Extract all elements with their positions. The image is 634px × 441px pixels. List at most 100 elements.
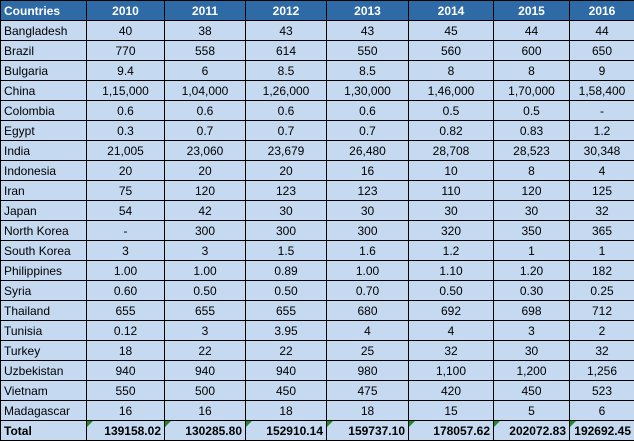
value-cell[interactable]: 18 [245,400,327,421]
value-cell[interactable]: 3 [164,240,246,261]
header-year[interactable]: 2012 [245,0,327,21]
value-cell[interactable]: 16 [164,400,246,421]
value-cell[interactable]: 123 [326,180,409,201]
country-cell[interactable]: China [0,80,87,101]
value-cell[interactable]: 0.50 [408,280,494,301]
value-cell[interactable]: 0.7 [164,120,246,141]
value-cell[interactable]: 0.83 [493,120,570,141]
country-cell[interactable]: Bangladesh [0,20,87,41]
value-cell[interactable]: 650 [569,40,634,61]
value-cell[interactable]: 1,15,000 [86,80,165,101]
value-cell[interactable]: 980 [326,360,409,381]
value-cell[interactable]: 40 [86,20,165,41]
value-cell[interactable]: 54 [86,200,165,221]
value-cell[interactable]: 123 [245,180,327,201]
value-cell[interactable]: 3 [164,320,246,341]
value-cell[interactable]: 1.20 [493,260,570,281]
header-year[interactable]: 2016 [569,0,634,21]
value-cell[interactable]: 1.00 [326,260,409,281]
value-cell[interactable]: 8 [493,60,570,81]
value-cell[interactable]: 44 [569,20,634,41]
header-year[interactable]: 2010 [86,0,165,21]
value-cell[interactable]: 1.6 [326,240,409,261]
value-cell[interactable]: 110 [408,180,494,201]
country-cell[interactable]: Thailand [0,300,87,321]
country-cell[interactable]: Syria [0,280,87,301]
header-year[interactable]: 2011 [164,0,246,21]
value-cell[interactable]: 30 [408,200,494,221]
value-cell[interactable]: 300 [164,220,246,241]
value-cell[interactable]: 9 [569,60,634,81]
value-cell[interactable]: 0.50 [245,280,327,301]
value-cell[interactable]: 1,26,000 [245,80,327,101]
country-cell[interactable]: South Korea [0,240,87,261]
country-cell[interactable]: India [0,140,87,161]
value-cell[interactable]: 0.5 [493,100,570,121]
country-cell[interactable]: Tunisia [0,320,87,341]
total-cell[interactable]: 139158.02 [86,420,165,441]
value-cell[interactable]: 1.00 [86,260,165,281]
value-cell[interactable]: 30 [245,200,327,221]
value-cell[interactable]: 0.7 [326,120,409,141]
value-cell[interactable]: 28,708 [408,140,494,161]
country-cell[interactable]: Indonesia [0,160,87,181]
country-cell[interactable]: Egypt [0,120,87,141]
value-cell[interactable]: 6 [164,60,246,81]
value-cell[interactable]: 420 [408,380,494,401]
value-cell[interactable]: 450 [245,380,327,401]
value-cell[interactable]: 8.5 [326,60,409,81]
value-cell[interactable]: 450 [493,380,570,401]
value-cell[interactable]: 3.95 [245,320,327,341]
value-cell[interactable]: 0.3 [86,120,165,141]
value-cell[interactable]: 1.2 [408,240,494,261]
value-cell[interactable]: 1,200 [493,360,570,381]
value-cell[interactable]: 655 [164,300,246,321]
value-cell[interactable]: 0.6 [86,100,165,121]
value-cell[interactable]: 1.10 [408,260,494,281]
value-cell[interactable]: 655 [245,300,327,321]
value-cell[interactable]: 0.6 [245,100,327,121]
country-cell[interactable]: Vietnam [0,380,87,401]
value-cell[interactable]: 43 [326,20,409,41]
value-cell[interactable]: 1.2 [569,120,634,141]
value-cell[interactable]: 0.5 [408,100,494,121]
total-cell[interactable]: 178057.62 [408,420,494,441]
value-cell[interactable]: 0.30 [493,280,570,301]
value-cell[interactable]: 600 [493,40,570,61]
value-cell[interactable]: 120 [493,180,570,201]
value-cell[interactable]: 20 [245,160,327,181]
value-cell[interactable]: 770 [86,40,165,61]
value-cell[interactable]: 560 [408,40,494,61]
value-cell[interactable]: 43 [245,20,327,41]
total-label[interactable]: Total [0,420,87,441]
value-cell[interactable]: 125 [569,180,634,201]
value-cell[interactable]: 10 [408,160,494,181]
value-cell[interactable]: - [569,100,634,121]
value-cell[interactable]: 4 [408,320,494,341]
value-cell[interactable]: 523 [569,380,634,401]
value-cell[interactable]: 18 [326,400,409,421]
value-cell[interactable]: 21,005 [86,140,165,161]
value-cell[interactable]: 32 [569,200,634,221]
value-cell[interactable]: 712 [569,300,634,321]
value-cell[interactable]: 1,04,000 [164,80,246,101]
value-cell[interactable]: 1 [569,240,634,261]
value-cell[interactable]: 23,679 [245,140,327,161]
value-cell[interactable]: 182 [569,260,634,281]
value-cell[interactable]: 0.70 [326,280,409,301]
header-year[interactable]: 2013 [326,0,409,21]
value-cell[interactable]: 75 [86,180,165,201]
value-cell[interactable]: 1,30,000 [326,80,409,101]
value-cell[interactable]: 550 [86,380,165,401]
value-cell[interactable]: 22 [164,340,246,361]
value-cell[interactable]: 25 [326,340,409,361]
value-cell[interactable]: 1.5 [245,240,327,261]
value-cell[interactable]: 1.00 [164,260,246,281]
value-cell[interactable]: 42 [164,200,246,221]
country-cell[interactable]: Japan [0,200,87,221]
value-cell[interactable]: 6 [569,400,634,421]
value-cell[interactable]: 16 [86,400,165,421]
value-cell[interactable]: 0.25 [569,280,634,301]
header-year[interactable]: 2014 [408,0,494,21]
country-cell[interactable]: Philippines [0,260,87,281]
